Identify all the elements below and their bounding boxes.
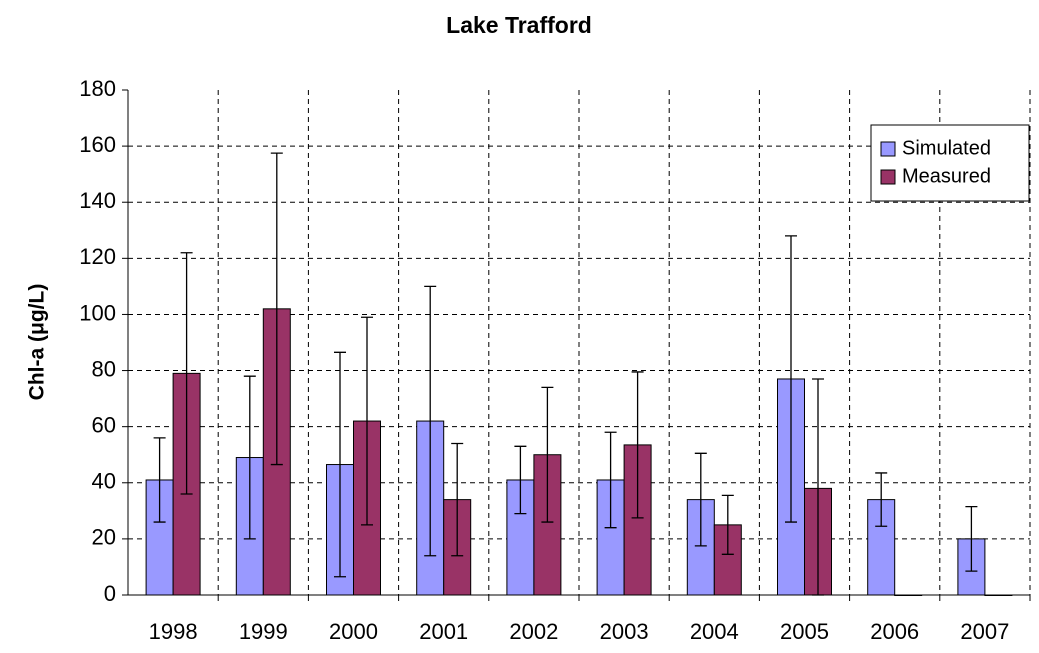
- legend-label: Simulated: [902, 137, 991, 159]
- error-bar: [785, 235, 797, 523]
- x-tick-label: 2004: [690, 619, 739, 644]
- chart-title: Lake Trafford: [446, 12, 592, 38]
- error-bar: [334, 351, 346, 578]
- error-bar: [270, 152, 283, 466]
- bar: [984, 594, 1013, 596]
- x-tick-label: 2001: [419, 619, 468, 644]
- error-bar: [361, 316, 373, 526]
- y-tick-label: 100: [79, 300, 116, 325]
- error-bar: [153, 437, 166, 523]
- error-bar: [875, 472, 888, 527]
- error-bar: [451, 442, 464, 557]
- x-tick-label: 1999: [239, 619, 288, 644]
- x-tick-label: 1998: [149, 619, 198, 644]
- error-bar: [812, 378, 824, 596]
- error-bar: [721, 494, 734, 555]
- y-tick-label: 80: [92, 356, 116, 381]
- error-bar: [604, 431, 617, 529]
- x-tick-label: 2006: [870, 619, 919, 644]
- y-tick-label: 0: [104, 581, 116, 606]
- legend-swatch: [880, 169, 896, 185]
- legend-label: Measured: [902, 165, 991, 187]
- x-tick-label: 2005: [780, 619, 829, 644]
- error-bar: [243, 375, 256, 540]
- y-tick-label: 140: [79, 188, 116, 213]
- error-bar: [514, 445, 527, 515]
- error-bar: [424, 285, 437, 557]
- y-tick-label: 20: [92, 525, 116, 550]
- y-tick-label: 120: [79, 244, 116, 269]
- x-tick-label: 2007: [960, 619, 1009, 644]
- y-tick-label: 180: [79, 76, 116, 101]
- error-bar: [631, 371, 644, 519]
- x-tick-label: 2003: [600, 619, 649, 644]
- legend-box: [870, 124, 1030, 202]
- legend-swatch: [880, 141, 896, 157]
- x-tick-label: 2002: [509, 619, 558, 644]
- y-axis-title: Chl-a (μg/L): [26, 284, 49, 401]
- x-tick-label: 2000: [329, 619, 378, 644]
- error-bar: [180, 252, 193, 495]
- error-bar: [965, 505, 978, 572]
- y-tick-label: 40: [92, 469, 116, 494]
- y-tick-label: 160: [79, 132, 116, 157]
- bar: [894, 594, 923, 596]
- error-bar: [541, 386, 554, 523]
- error-bar: [694, 452, 707, 547]
- y-tick-label: 60: [92, 412, 116, 437]
